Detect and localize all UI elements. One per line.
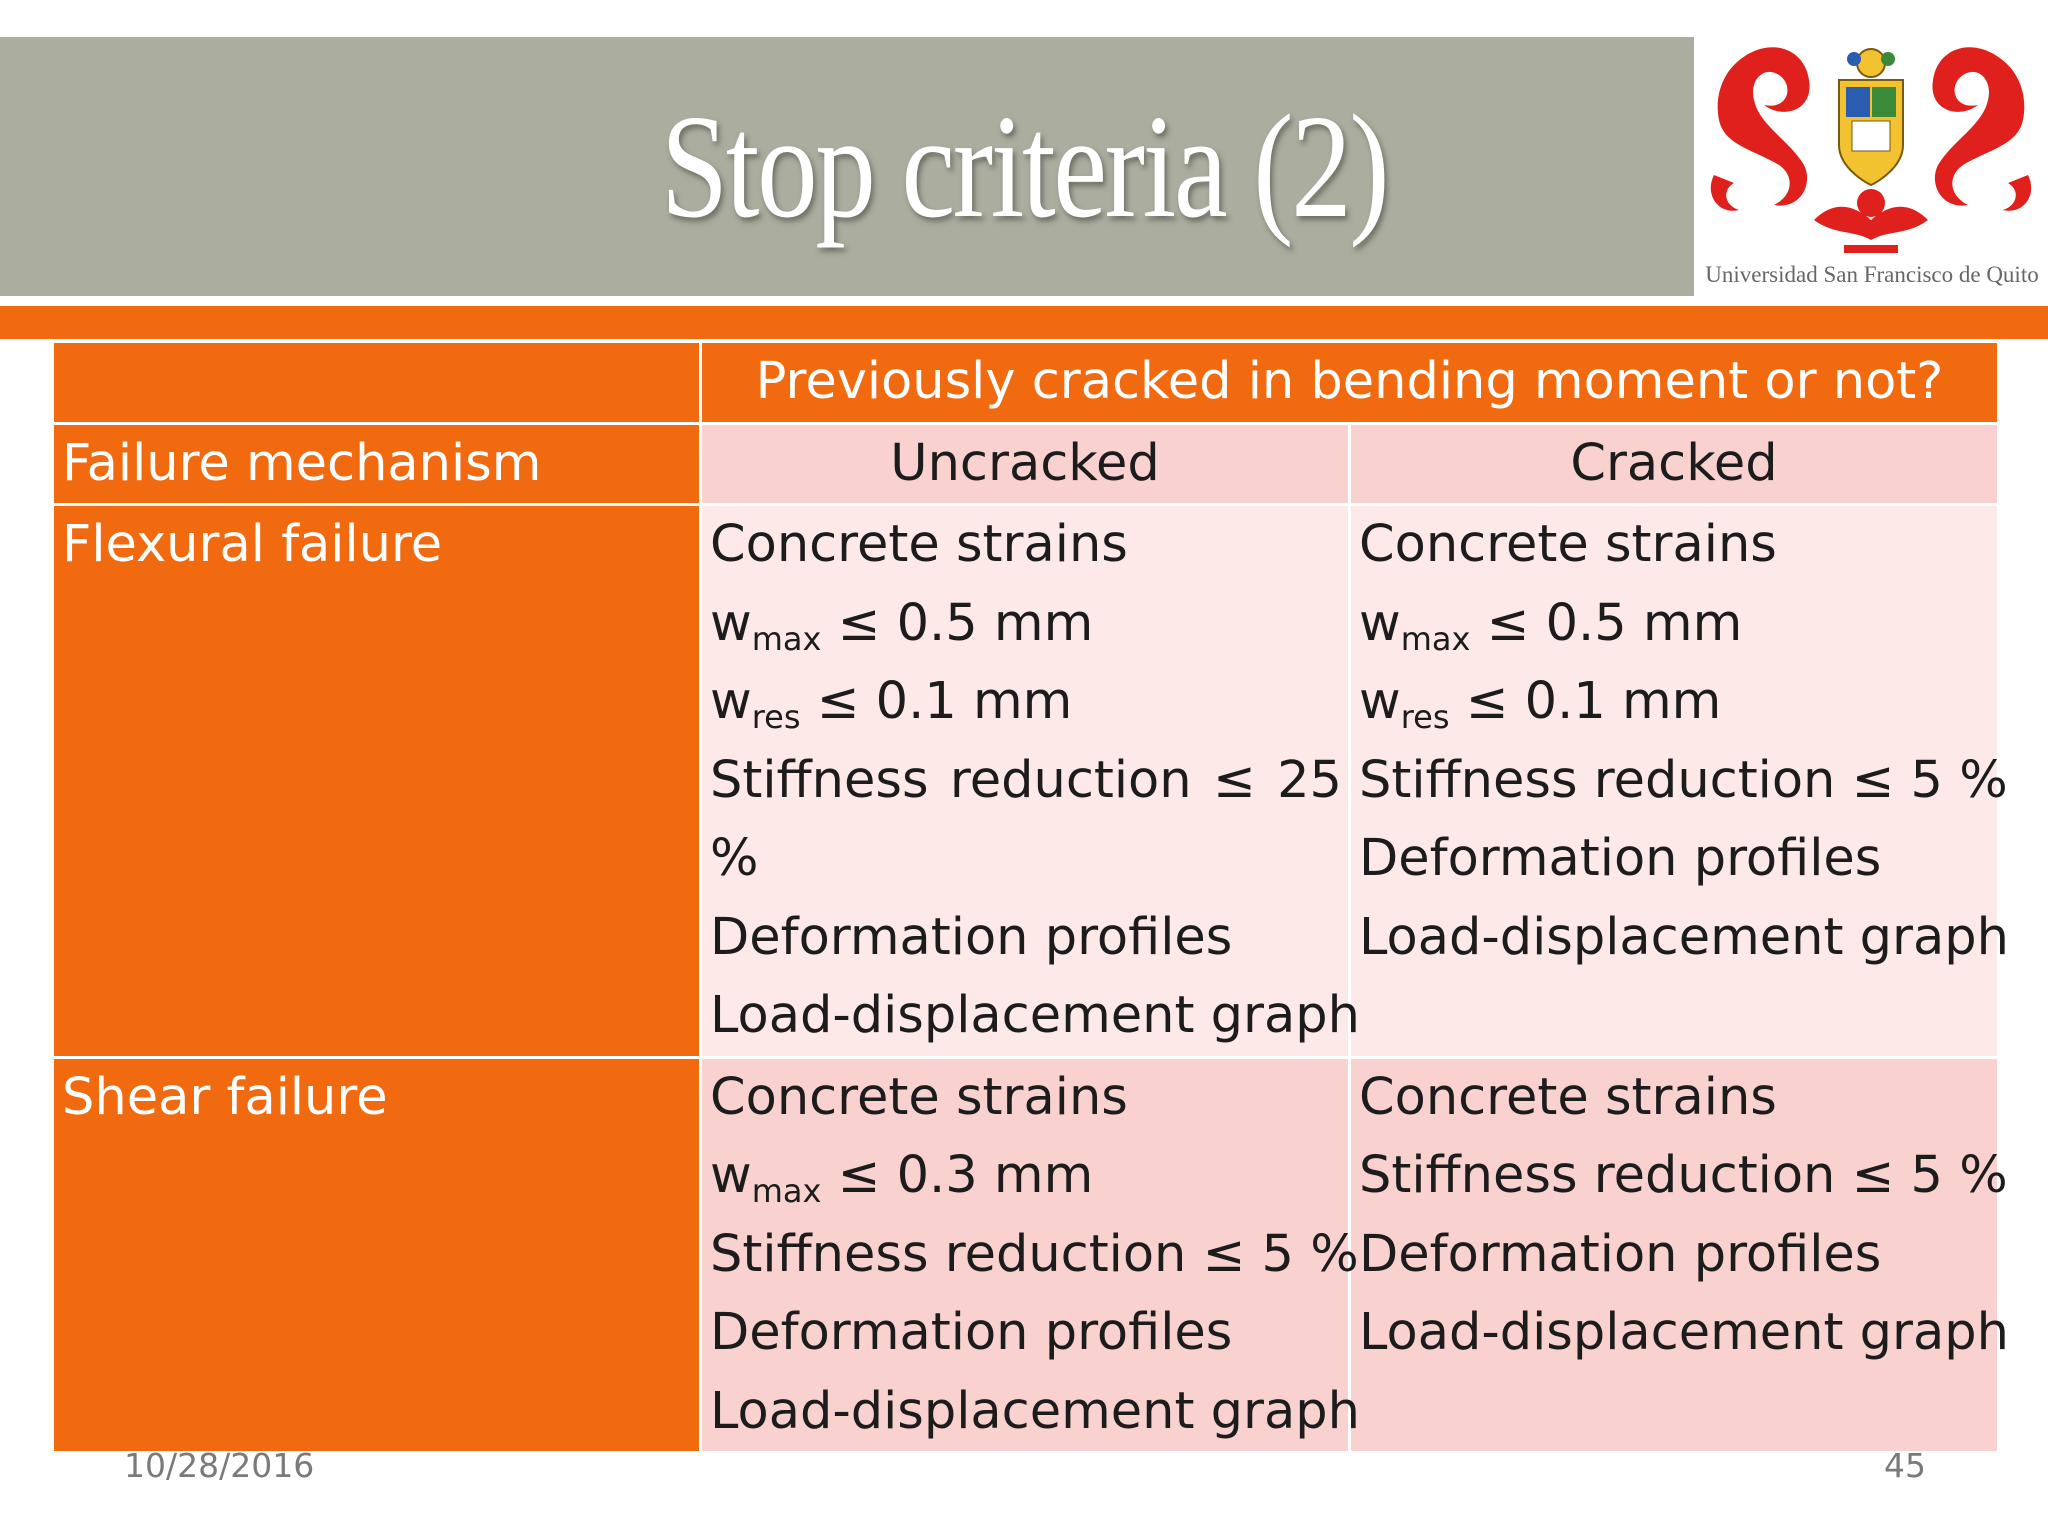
footer-date: 10/28/2016 bbox=[124, 1446, 315, 1485]
logo-caption: Universidad San Francisco de Quito bbox=[1705, 262, 2039, 287]
criterion-line: % bbox=[710, 829, 759, 888]
criterion-line: Stiffness reduction ≤ 5 % bbox=[710, 1224, 1359, 1284]
criterion-line: Load-displacement graph bbox=[1359, 1303, 2009, 1362]
criteria-table: Previously cracked in bending moment or … bbox=[51, 340, 2009, 1454]
criterion-line: Concrete strains bbox=[1359, 1067, 1777, 1127]
slide-title: Stop criteria (2) bbox=[660, 84, 1390, 249]
flexural-cracked-cell: Concrete strains wmax ≤ 0.5 mm wres ≤ 0.… bbox=[1348, 503, 2009, 1059]
criterion-line: Deformation profiles bbox=[710, 907, 1233, 967]
criterion-line: Load-displacement graph bbox=[710, 986, 1360, 1045]
criterion-line: Concrete strains bbox=[710, 1067, 1128, 1127]
criterion-line: Concrete strains bbox=[1359, 515, 1777, 574]
shear-failure-label: Shear failure bbox=[51, 1055, 702, 1454]
header-empty-cell bbox=[51, 340, 702, 425]
question-header: Previously cracked in bending moment or … bbox=[699, 340, 2000, 425]
criterion-line: wmax ≤ 0.3 mm bbox=[710, 1146, 1094, 1210]
table-row-shear: Shear failure Concrete strains wmax ≤ 0.… bbox=[51, 1055, 2009, 1454]
failure-mechanism-header: Failure mechanism bbox=[51, 421, 702, 506]
criterion-line: wmax ≤ 0.5 mm bbox=[710, 593, 1094, 658]
criterion-line: Deformation profiles bbox=[1359, 1224, 1882, 1284]
criterion-line: Stiffness reduction ≤25 bbox=[710, 750, 1342, 810]
criterion-line: Deformation profiles bbox=[1359, 829, 1882, 888]
criterion-line: Stiffness reduction ≤ 5 % bbox=[1359, 750, 2008, 810]
accent-line bbox=[0, 306, 2048, 339]
table-row-flexural: Flexural failure Concrete strains wmax ≤… bbox=[51, 503, 2009, 1059]
shear-cracked-cell: Concrete strains Stiffness reduction ≤ 5… bbox=[1348, 1055, 2009, 1454]
flexural-uncracked-cell: Concrete strains wmax ≤ 0.5 mm wres ≤ 0.… bbox=[699, 503, 1360, 1059]
criterion-line: Concrete strains bbox=[710, 515, 1128, 574]
university-logo bbox=[1710, 47, 2032, 253]
table-subheader-row: Failure mechanism Uncracked Cracked bbox=[51, 421, 2000, 506]
title-bar bbox=[0, 37, 1694, 296]
shear-uncracked-cell: Concrete strains wmax ≤ 0.3 mm Stiffness… bbox=[699, 1055, 1360, 1454]
flexural-failure-label: Flexural failure bbox=[51, 503, 702, 1059]
criterion-line: wres ≤ 0.1 mm bbox=[1359, 672, 1722, 736]
criterion-line: wres ≤ 0.1 mm bbox=[710, 672, 1073, 736]
criterion-line: Load-displacement graph bbox=[1359, 907, 2009, 967]
criterion-line: wmax ≤ 0.5 mm bbox=[1359, 593, 1743, 658]
uncracked-header: Uncracked bbox=[699, 421, 1351, 506]
cracked-header: Cracked bbox=[1348, 421, 2000, 506]
criterion-line: Deformation profiles bbox=[710, 1303, 1233, 1362]
page-number: 45 bbox=[1884, 1446, 1926, 1485]
criterion-line: Stiffness reduction ≤ 5 % bbox=[1359, 1146, 2008, 1205]
table-header-row: Previously cracked in bending moment or … bbox=[51, 340, 2000, 425]
criterion-line: Load-displacement graph bbox=[710, 1381, 1360, 1441]
